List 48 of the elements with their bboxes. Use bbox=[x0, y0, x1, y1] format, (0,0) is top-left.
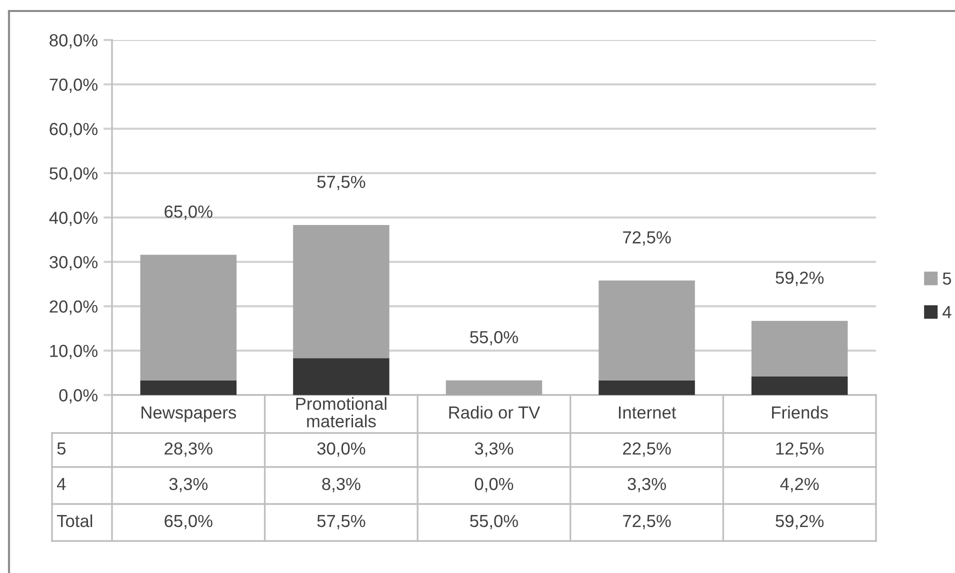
text: 5 bbox=[57, 442, 66, 455]
y-tick-label: 80,0% bbox=[50, 34, 98, 49]
y-tick-label: 20,0% bbox=[50, 300, 98, 315]
bar bbox=[751, 320, 848, 376]
text: 55,0% bbox=[470, 514, 518, 530]
text: 59,2% bbox=[776, 514, 824, 530]
data-label: 4,2% bbox=[780, 478, 819, 492]
y-tick-label: 70,0% bbox=[50, 78, 98, 93]
data-label: 30,0% bbox=[317, 442, 366, 457]
text: 65,0% bbox=[164, 514, 212, 530]
x-tick-label: Newspapers bbox=[142, 406, 236, 422]
y-tick-label: 50,0% bbox=[50, 167, 98, 182]
y-tick-label: 10,0% bbox=[50, 344, 98, 360]
y-tick-label: 30,0% bbox=[50, 256, 98, 270]
annotation: 65,0% bbox=[164, 205, 212, 220]
bar bbox=[751, 376, 848, 395]
data-label: 0,0% bbox=[474, 478, 514, 492]
annotation: 59,2% bbox=[776, 272, 824, 286]
x-tick-label: Internet bbox=[618, 406, 676, 419]
text: Total bbox=[56, 514, 92, 528]
bar bbox=[293, 358, 390, 395]
data-label: 28,3% bbox=[164, 442, 212, 457]
bar bbox=[446, 380, 542, 395]
bar bbox=[140, 254, 237, 380]
data-label: 8,3% bbox=[322, 478, 360, 492]
x-tick-label: Radio or TV bbox=[449, 406, 540, 419]
legend-label: 4 bbox=[942, 306, 952, 318]
y-tick-label: 40,0% bbox=[49, 212, 98, 226]
annotation: 57,5% bbox=[317, 176, 366, 190]
y-tick-label: 60,0% bbox=[50, 122, 98, 138]
bar bbox=[293, 225, 390, 358]
annotation: 72,5% bbox=[623, 231, 671, 246]
x-tick-label: Promotional materials bbox=[296, 397, 386, 428]
data-label: 3,3% bbox=[628, 478, 666, 492]
text: 72,5% bbox=[623, 514, 671, 530]
bar bbox=[140, 380, 237, 395]
data-label: 22,5% bbox=[623, 442, 671, 457]
legend-label: 5 bbox=[942, 272, 952, 285]
text: 4 bbox=[56, 478, 66, 490]
y-tick-label: 0,0% bbox=[59, 389, 98, 404]
x-tick-label: Friends bbox=[772, 406, 828, 419]
data-label: 12,5% bbox=[776, 442, 824, 457]
bar bbox=[598, 380, 695, 395]
data-label: 3,3% bbox=[474, 442, 514, 457]
annotation: 55,0% bbox=[470, 331, 518, 346]
bar bbox=[598, 280, 695, 380]
data-label: 3,3% bbox=[169, 478, 208, 492]
text: 57,5% bbox=[317, 514, 366, 530]
